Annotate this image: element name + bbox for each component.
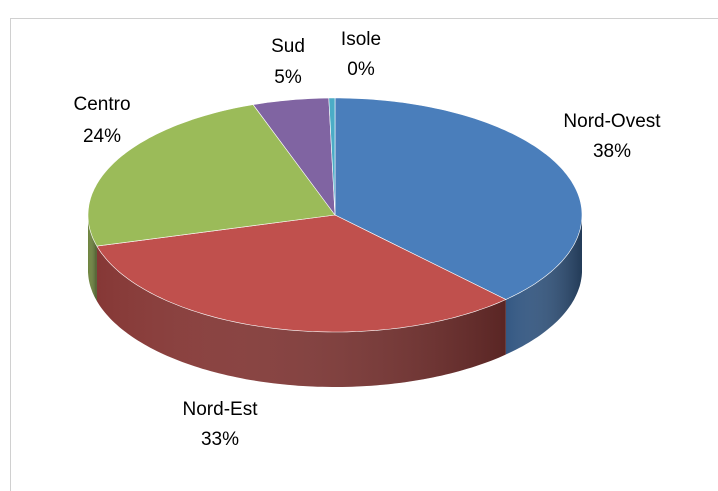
slice-side-shade [505, 215, 582, 355]
slice-side-shade [88, 215, 97, 302]
slice-label: Nord-Ovest [563, 111, 661, 132]
slice-value-label: 5% [274, 67, 302, 88]
slice-value-label: 0% [347, 59, 375, 80]
slice-side-shade [96, 246, 506, 387]
pie-tops [87, 97, 583, 333]
slice [252, 97, 336, 216]
slice-label: Nord-Est [183, 399, 259, 420]
pie-sides [88, 215, 582, 387]
slice-label: Sud [271, 36, 305, 57]
slice [96, 214, 507, 333]
slice-label: Isole [341, 29, 381, 50]
labels: Nord-Ovest 38% Nord-Est 33% Centro 24% Sud 5% Is… [73, 29, 661, 450]
slice-value-label: 38% [593, 141, 631, 162]
slice [328, 97, 336, 216]
slice-label: Centro [73, 94, 130, 115]
slice [87, 104, 336, 247]
slice-value-label: 33% [201, 429, 239, 450]
slice [334, 97, 583, 300]
slice-value-label: 24% [83, 126, 121, 147]
